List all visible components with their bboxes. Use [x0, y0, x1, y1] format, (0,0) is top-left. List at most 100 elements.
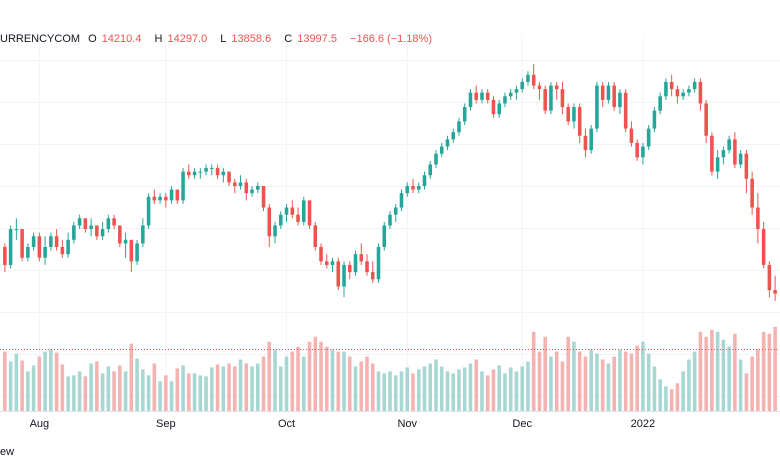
- candle-body: [543, 89, 547, 111]
- volume-bar: [359, 361, 364, 411]
- volume-bar: [146, 375, 151, 411]
- volume-bar: [141, 369, 145, 411]
- candle-body: [664, 81, 668, 97]
- candle-body: [307, 200, 312, 226]
- candle-body: [756, 207, 760, 230]
- candle-body: [710, 135, 714, 172]
- candle-body: [26, 247, 30, 258]
- volume-bar: [531, 331, 536, 411]
- candle-body: [669, 81, 674, 90]
- volume-bar: [353, 366, 358, 411]
- candle-body: [468, 92, 473, 108]
- candle-body: [112, 218, 116, 226]
- volume-bar: [428, 363, 433, 411]
- candle-body: [273, 225, 277, 237]
- volume-bar: [761, 331, 766, 411]
- candle-body: [227, 171, 231, 183]
- volume-bar: [72, 375, 76, 411]
- volume-bar: [279, 366, 283, 411]
- candle-body: [83, 218, 88, 230]
- candle-body: [491, 99, 496, 115]
- candle-body: [646, 128, 651, 147]
- volume-bar: [399, 371, 404, 411]
- volume-bar: [497, 365, 501, 411]
- candle-body: [370, 272, 375, 280]
- candle-body: [531, 74, 536, 86]
- volume-bar: [267, 341, 272, 411]
- volume-bar: [503, 373, 507, 411]
- candle-body: [135, 243, 139, 262]
- open-label: O: [88, 33, 97, 45]
- candle-body: [681, 92, 685, 97]
- candle-body: [560, 89, 565, 108]
- candle-body: [66, 239, 70, 255]
- candle-body: [485, 92, 490, 100]
- candle-body: [215, 168, 220, 176]
- volume-bar: [3, 351, 7, 411]
- volume-bar: [210, 367, 214, 411]
- volume-bar: [641, 341, 645, 411]
- candle-body: [434, 153, 438, 165]
- volume-bar: [376, 371, 381, 411]
- candle-body: [106, 218, 111, 230]
- x-tick-label: Sep: [156, 418, 176, 430]
- volume-bar: [715, 331, 720, 411]
- candle-body: [342, 264, 346, 287]
- volume-bar: [612, 356, 616, 411]
- candle-body: [462, 107, 467, 122]
- volume-bar: [273, 349, 277, 411]
- low-value: 13858.6: [231, 33, 272, 45]
- candle-body: [572, 107, 576, 122]
- volume-bar: [692, 351, 697, 411]
- volume-bar: [129, 343, 134, 411]
- volume-bar: [77, 371, 82, 411]
- volume-bar: [577, 351, 582, 411]
- candle-body: [744, 153, 749, 179]
- candle-body: [422, 175, 427, 186]
- volume-bar: [54, 352, 59, 411]
- volume-bar: [187, 373, 191, 411]
- volume-bar: [43, 351, 47, 411]
- volume-bar: [106, 366, 111, 411]
- volume-bar: [342, 351, 346, 411]
- volume-bar: [681, 371, 685, 411]
- candle-body: [129, 239, 134, 262]
- volume-bar: [204, 376, 208, 411]
- candle-body: [95, 225, 99, 237]
- candle-body: [635, 142, 639, 158]
- volume-bar: [543, 336, 547, 411]
- candle-body: [158, 196, 162, 201]
- candle-body: [238, 182, 243, 186]
- candle-body: [279, 214, 283, 226]
- candle-body: [612, 85, 616, 108]
- candle-body: [600, 85, 605, 100]
- candle-body: [382, 225, 387, 247]
- candle-body: [733, 139, 737, 165]
- volume-bar: [416, 369, 421, 411]
- candle-body: [365, 261, 369, 273]
- candle-body: [54, 236, 59, 247]
- volume-bar: [491, 369, 496, 411]
- volume-bar: [95, 361, 99, 411]
- candle-body: [313, 225, 318, 247]
- candle-body: [72, 225, 76, 240]
- volume-bar: [457, 369, 461, 411]
- candle-body: [123, 239, 128, 244]
- volume-bar: [669, 389, 674, 411]
- volume-bar: [526, 361, 530, 411]
- candle-body: [537, 85, 542, 90]
- volume-bar: [566, 336, 570, 411]
- x-tick-label: Nov: [397, 418, 417, 430]
- volume-bar: [330, 349, 335, 411]
- candle-body: [503, 96, 507, 104]
- volume-bar: [244, 363, 249, 411]
- volume-bar: [347, 356, 352, 411]
- volume-bar: [164, 375, 168, 411]
- volume-bar: [583, 356, 588, 411]
- volume-bar: [135, 358, 139, 411]
- volume-bar: [618, 349, 622, 411]
- volume-bar: [256, 363, 260, 411]
- candle-body: [514, 89, 519, 93]
- candle-body: [296, 214, 300, 222]
